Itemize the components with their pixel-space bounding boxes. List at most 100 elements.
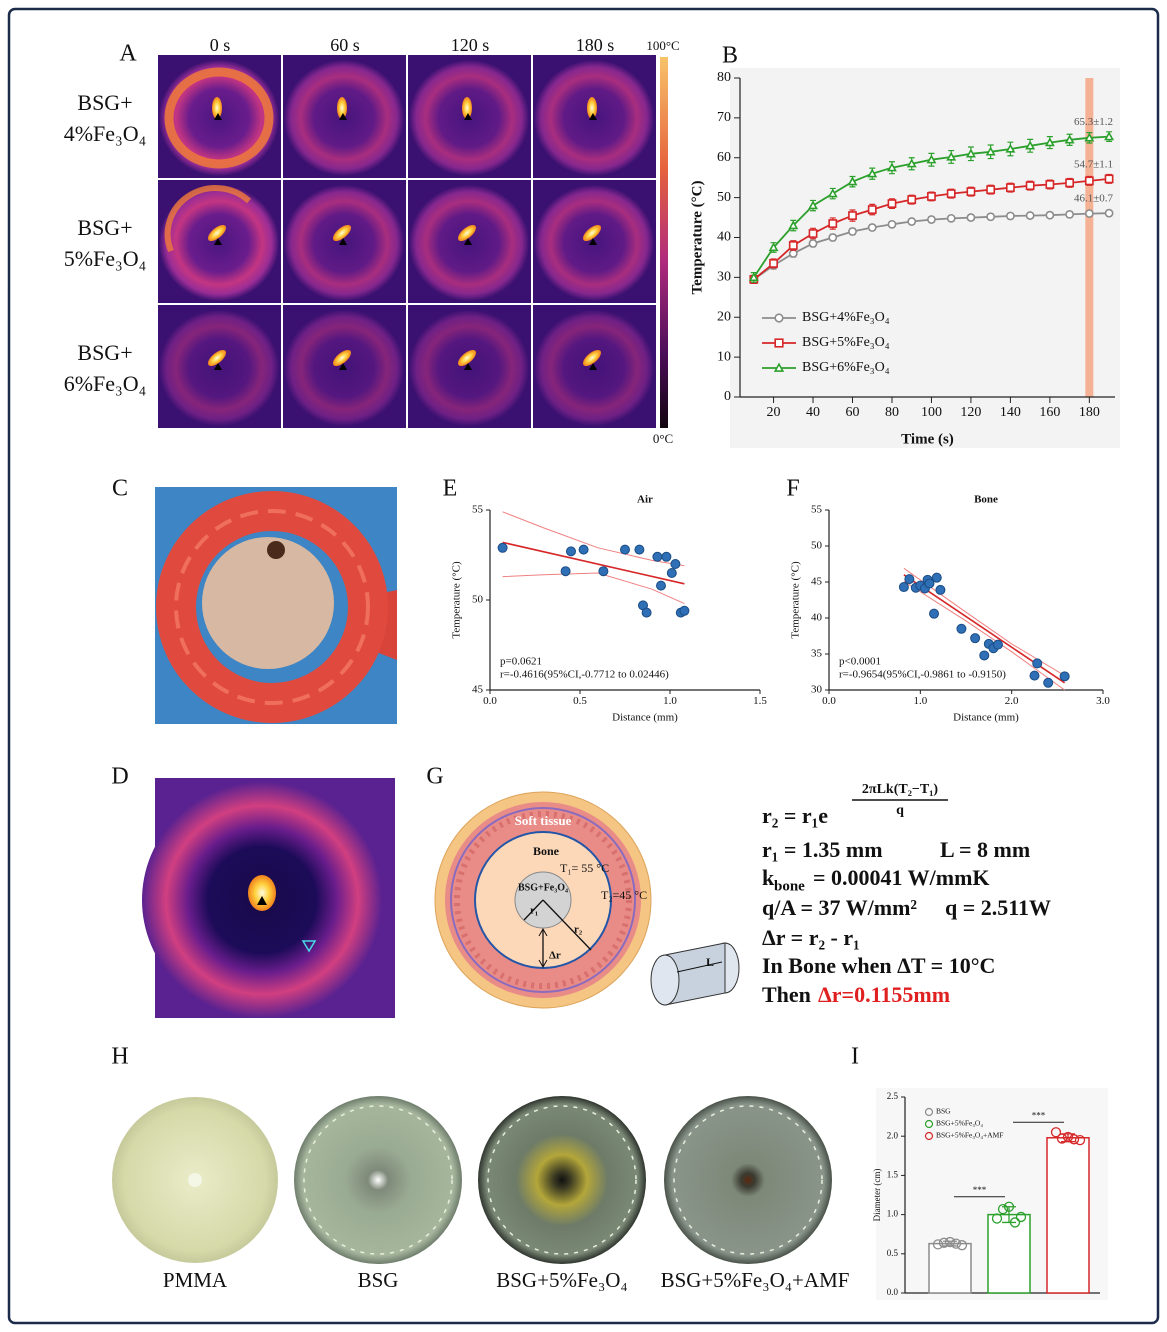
x-tick-label: 1.0	[913, 695, 927, 707]
data-point	[642, 608, 651, 617]
y-tick-label: 40	[811, 612, 823, 624]
plot-background	[730, 68, 1120, 448]
data-point	[1086, 210, 1093, 217]
chart-title: Air	[637, 494, 653, 506]
x-axis-label: Distance (mm)	[612, 712, 678, 724]
thermal-image	[533, 305, 656, 428]
data-point	[967, 214, 974, 221]
bar	[929, 1244, 971, 1293]
data-point	[829, 220, 836, 227]
x-tick-label: 60	[846, 405, 860, 420]
panel-label: B	[722, 43, 738, 69]
panel-label: F	[786, 476, 799, 502]
diagram-label: T₂=45 °C	[601, 888, 647, 902]
y-tick-label: 50	[811, 540, 823, 552]
diagram-label: L	[706, 955, 714, 969]
data-point	[1105, 210, 1112, 217]
data-point	[967, 188, 974, 195]
data-point	[662, 552, 671, 561]
data-point	[971, 634, 980, 643]
data-point	[908, 218, 915, 225]
x-tick-label: 180	[1079, 405, 1100, 420]
dish	[478, 1096, 646, 1264]
annotation: r=-0.4616(95%CI,-0.7712 to 0.02446)	[500, 669, 669, 681]
data-point	[829, 234, 836, 241]
data-point	[1030, 671, 1039, 680]
photo-c	[155, 487, 397, 724]
y-tick-label: 50	[717, 190, 731, 205]
data-point	[680, 606, 689, 615]
legend-label: BSG	[936, 1107, 951, 1116]
data-point	[567, 547, 576, 556]
y-axis-label: Diameter (cm)	[872, 1169, 882, 1222]
chart-title: Bone	[974, 494, 998, 506]
row-label: BSG+	[77, 90, 132, 115]
diagram-label: r₁	[530, 905, 538, 917]
data-point	[1105, 175, 1112, 182]
data-point	[1027, 182, 1034, 189]
y-tick-label: 55	[472, 504, 484, 516]
data-point	[980, 651, 989, 660]
row-label: 4%Fe₃O₄	[64, 121, 147, 146]
thermal-image	[408, 55, 531, 178]
end-label: 46.1±0.7	[1074, 193, 1114, 205]
formula-line: Then	[762, 982, 811, 1007]
cylinder-end	[651, 955, 679, 1005]
formula-line: Δr = r₂ - r₁	[762, 925, 860, 950]
column-label: 60 s	[330, 35, 360, 55]
photo-d	[142, 778, 395, 1018]
formula-line: q = 2.511W	[945, 895, 1051, 920]
y-tick-label: 55	[811, 504, 823, 516]
x-tick-label: 80	[885, 405, 899, 420]
data-point	[561, 567, 570, 576]
data-point	[579, 545, 588, 554]
data-point	[498, 543, 507, 552]
data-point	[849, 228, 856, 235]
formula-line: L = 8 mm	[940, 837, 1030, 862]
formula-denominator: q	[896, 803, 904, 818]
y-tick-label: 2.5	[887, 1091, 899, 1101]
dish-sample	[188, 1173, 202, 1187]
y-axis-label: Temperature (°C)	[451, 561, 463, 639]
column-label: 120 s	[451, 35, 490, 55]
data-point	[905, 575, 914, 584]
x-tick-label: 0.0	[483, 695, 497, 707]
y-tick-label: 30	[717, 270, 731, 285]
data-point	[653, 552, 662, 561]
y-tick-label: 1.0	[887, 1209, 899, 1219]
data-point	[957, 624, 966, 633]
data-point	[948, 215, 955, 222]
panel-label: C	[112, 476, 128, 502]
data-point	[869, 224, 876, 231]
row-label: 5%Fe₃O₄	[64, 246, 147, 271]
data-point	[1066, 179, 1073, 186]
thermal-image	[408, 180, 531, 303]
y-tick-label: 45	[811, 576, 823, 588]
tissue	[202, 537, 334, 669]
row-label: BSG+	[77, 340, 132, 365]
panel-label: D	[111, 764, 128, 790]
thermal-image	[283, 180, 406, 303]
legend-label: BSG+4%Fe₃O₄	[802, 310, 890, 325]
diagram-label: Δr	[549, 950, 561, 962]
data-point	[936, 585, 945, 594]
column-label: 0 s	[210, 35, 231, 55]
data-point	[599, 567, 608, 576]
x-tick-label: 0.0	[822, 695, 836, 707]
y-axis-label: Temperature (°C)	[790, 561, 802, 639]
x-tick-label: 20	[767, 405, 781, 420]
thermal-image	[158, 305, 281, 428]
dish	[294, 1096, 462, 1264]
y-tick-label: 2.0	[887, 1130, 899, 1140]
x-tick-label: 140	[1000, 405, 1021, 420]
x-tick-label: 3.0	[1096, 695, 1110, 707]
legend-label: BSG+5%Fe₃O₄	[802, 335, 890, 350]
x-tick-label: 120	[960, 405, 981, 420]
dish-label: BSG	[358, 1268, 399, 1292]
data-point	[621, 545, 630, 554]
data-point	[1066, 211, 1073, 218]
thermal-image	[158, 180, 281, 303]
end-label: 65.3±1.2	[1074, 116, 1113, 128]
data-point	[993, 640, 1002, 649]
panel-label: E	[443, 476, 458, 502]
